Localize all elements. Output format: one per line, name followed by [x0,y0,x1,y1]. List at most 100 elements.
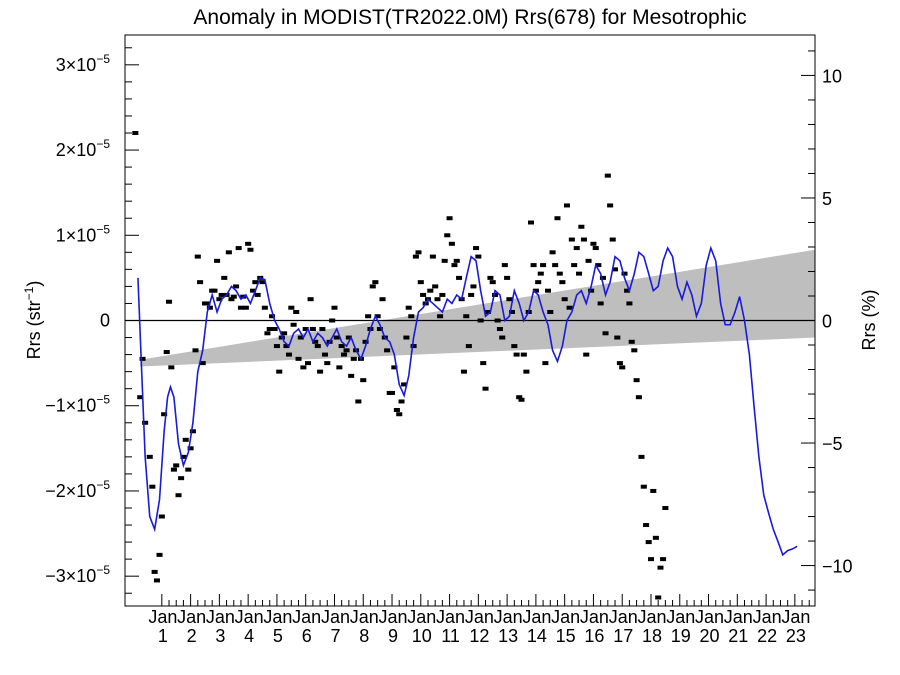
data-point [456,275,463,280]
data-point [408,314,415,319]
x-tick-year-label: 22 [757,626,777,646]
data-point [319,327,326,332]
data-point [576,271,583,276]
x-tick-year-label: 12 [469,626,489,646]
data-point [194,254,201,259]
data-point [329,318,336,323]
data-point [254,292,261,297]
data-point [403,335,410,340]
x-tick-month-label: Jan [465,607,494,627]
y-axis-label: Rrs (str−1) [22,281,44,360]
data-point [214,258,221,263]
x-tick-year-label: 5 [273,626,283,646]
x-tick-year-label: 7 [330,626,340,646]
data-point [242,305,249,310]
data-points [132,131,669,600]
data-point [230,294,237,299]
data-point [360,378,367,383]
data-point [580,237,587,242]
data-point [451,263,458,268]
data-point [290,322,297,327]
data-point [566,305,573,310]
y2-tick-label: 10 [822,66,842,86]
data-point [619,365,626,370]
x-tick-month-label: Jan [350,607,379,627]
data-point [626,301,633,306]
left-y-axis: 3×10−5 2×10−5 1×10−5 0 −1×10−5 −2×10−5 −3×10−5 [45,47,139,594]
x-tick-month-label: Jan [235,607,264,627]
data-point [369,284,376,289]
data-point [628,339,635,344]
data-point [372,280,379,285]
x-tick-year-label: 18 [642,626,662,646]
data-point [192,348,199,353]
data-point [149,484,156,489]
data-point [225,250,232,255]
data-point [540,263,547,268]
data-point [607,203,614,208]
data-point [463,314,470,319]
x-tick-month-label: Jan [637,607,666,627]
data-point [638,454,645,459]
data-point [468,292,475,297]
data-point [261,305,268,310]
data-point [288,305,295,310]
data-point [434,297,441,302]
y2-axis-label: Rrs (%) [859,290,879,351]
data-point [170,467,177,472]
data-point [146,454,153,459]
x-tick-year-label: 15 [556,626,576,646]
x-tick-year-label: 21 [728,626,748,646]
smoothed-series-line [137,245,798,557]
data-point [504,275,511,280]
data-point [444,233,451,238]
data-point [616,361,623,366]
data-point [499,335,506,340]
data-point [293,309,300,314]
data-point [568,237,575,242]
data-point [151,569,158,574]
data-point [158,514,165,519]
data-point [324,361,331,366]
data-point [384,348,391,353]
data-point [182,437,189,442]
y-tick-label: −1×10−5 [45,393,110,416]
data-point [348,373,355,378]
data-point [554,216,561,221]
x-tick-month-label: Jan [407,607,436,627]
data-point [547,309,554,314]
data-point [647,557,654,562]
data-point [592,246,599,251]
data-point [501,263,508,268]
data-point [175,493,182,498]
x-tick-year-label: 20 [700,626,720,646]
x-tick-month-label: Jan [551,607,580,627]
x-tick-month-label: Jan [522,607,551,627]
data-point [437,314,444,319]
x-tick-month-label: Jan [148,607,177,627]
data-point [475,254,482,259]
data-point [523,369,530,374]
data-point [635,395,642,400]
y-tick-label: 2×10−5 [56,137,111,160]
x-tick-year-label: 6 [302,626,312,646]
data-point [168,365,175,370]
data-point [441,258,448,263]
chart-title: Anomaly in MODIST(TR2022.0M) Rrs(678) fo… [193,6,746,29]
x-tick-month-label: Jan [263,607,292,627]
data-point [578,224,585,229]
data-point [448,241,455,246]
x-tick-year-label: 3 [215,626,225,646]
data-point [528,220,535,225]
y-tick-label: −2×10−5 [45,478,110,501]
x-tick-year-label: 4 [244,626,254,646]
data-point [487,275,494,280]
plot-area [124,34,816,607]
data-point [300,365,307,370]
data-point [518,397,525,402]
x-tick-year-label: 19 [671,626,691,646]
x-tick-month-label: Jan [781,607,810,627]
data-point [156,552,163,557]
data-point [273,344,280,349]
